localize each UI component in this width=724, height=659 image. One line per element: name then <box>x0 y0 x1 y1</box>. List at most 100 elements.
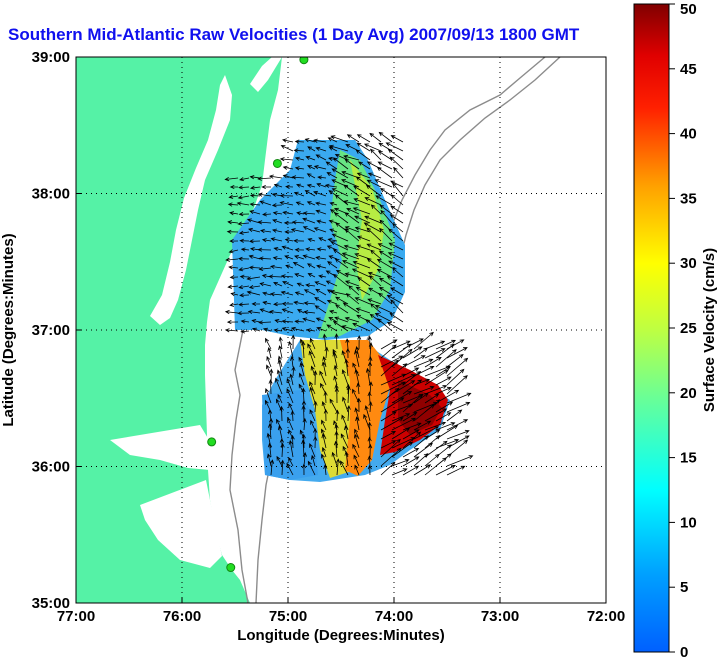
velocity-arrow <box>391 427 411 440</box>
velocity-arrow <box>378 131 393 143</box>
velocity-arrow <box>258 256 272 261</box>
velocity-arrow <box>238 284 250 290</box>
velocity-arrow <box>355 149 371 161</box>
velocity-arrow <box>340 460 349 476</box>
velocity-arrow <box>318 274 327 279</box>
velocity-arrow <box>249 175 261 180</box>
velocity-arrow <box>240 329 250 334</box>
velocity-arrow <box>355 345 360 359</box>
velocity-arrow <box>239 293 250 298</box>
velocity-arrow <box>315 288 327 296</box>
colorbar-tick-label: 15 <box>680 450 697 467</box>
velocity-arrow <box>323 408 328 422</box>
velocity-arrow <box>247 309 261 315</box>
velocity-arrow <box>346 404 351 422</box>
velocity-arrow <box>319 370 327 386</box>
velocity-arrow <box>402 379 423 395</box>
velocity-arrow <box>283 220 294 226</box>
velocity-arrow <box>378 286 393 296</box>
velocity-arrow <box>282 210 294 215</box>
velocity-arrow <box>324 346 329 359</box>
velocity-arrow <box>281 245 294 251</box>
velocity-arrow <box>246 218 261 224</box>
velocity-arrow <box>332 157 349 170</box>
velocity-arrow <box>288 439 294 458</box>
velocity-arrow <box>279 437 284 449</box>
velocity-arrow <box>272 219 283 224</box>
station-marker <box>207 437 217 447</box>
velocity-arrow <box>380 461 396 476</box>
velocity-arrow <box>302 254 316 260</box>
velocity-arrow <box>331 188 349 197</box>
velocity-arrow <box>314 305 327 314</box>
velocity-arrow <box>258 266 272 271</box>
velocity-arrow <box>329 228 338 233</box>
velocity-arrow <box>387 148 404 161</box>
velocity-arrow <box>302 211 316 216</box>
velocity-arrow <box>334 430 339 449</box>
velocity-arrow <box>224 176 239 182</box>
velocity-arrow <box>268 378 273 395</box>
velocity-arrow <box>413 404 435 422</box>
velocity-arrow <box>435 422 456 431</box>
velocity-arrow <box>413 358 434 368</box>
velocity-arrow <box>279 201 294 206</box>
velocity-arrow <box>309 381 316 395</box>
velocity-arrow <box>364 197 382 206</box>
velocity-arrow <box>424 340 446 350</box>
velocity-arrow <box>284 255 294 260</box>
y-axis: 39:00 38:00 37:00 36:00 35:00 <box>32 49 82 612</box>
velocity-arrow <box>344 212 360 224</box>
velocity-arrow <box>435 386 452 395</box>
velocity-arrow <box>366 227 382 242</box>
velocity-arrow <box>301 439 306 458</box>
y-tick-label: 35:00 <box>32 595 70 612</box>
velocity-arrow <box>326 172 338 179</box>
velocity-arrow <box>367 298 382 305</box>
velocity-arrow <box>344 228 360 242</box>
velocity-arrow <box>262 291 272 296</box>
velocity-arrow <box>294 247 305 252</box>
velocity-arrow <box>272 211 283 216</box>
velocity-arrow <box>335 296 349 305</box>
velocity-field <box>232 140 450 482</box>
velocity-arrow <box>301 404 306 422</box>
velocity-arrow <box>390 194 404 206</box>
velocity-arrow <box>424 348 446 359</box>
velocity-arrow <box>368 443 373 458</box>
velocity-arrow <box>380 355 404 368</box>
velocity-arrow <box>354 428 360 440</box>
velocity-arrow <box>386 294 404 305</box>
velocity-arrow <box>378 250 393 260</box>
velocity-arrow <box>353 185 371 197</box>
velocity-arrow <box>267 422 273 440</box>
velocity-arrow <box>341 252 360 260</box>
colorbar-tick-label: 0 <box>680 644 688 659</box>
velocity-arrow <box>389 156 404 170</box>
velocity-arrow <box>313 165 327 170</box>
velocity-arrow <box>259 228 272 234</box>
velocity-arrow <box>229 302 239 307</box>
velocity-arrow <box>367 361 373 376</box>
velocity-arrow <box>271 203 283 208</box>
velocity-arrow <box>331 233 349 242</box>
velocity-arrow <box>307 165 316 170</box>
velocity-arrow <box>332 351 338 368</box>
velocity-arrow <box>354 407 360 422</box>
velocity-arrow <box>370 249 382 260</box>
velocity-arrow <box>320 453 327 467</box>
velocity-arrow <box>240 319 250 324</box>
velocity-arrow <box>345 293 360 305</box>
velocity-arrow <box>316 247 327 252</box>
velocity-arrow <box>402 346 423 359</box>
velocity-arrow <box>424 435 441 449</box>
velocity-arrow <box>424 369 449 386</box>
velocity-arrow <box>249 193 261 198</box>
velocity-arrow <box>367 335 372 350</box>
velocity-arrow <box>228 194 239 199</box>
velocity-arrow <box>276 369 283 386</box>
velocity-arrow <box>329 289 349 296</box>
velocity-arrow <box>227 220 239 225</box>
velocity-arrow <box>356 235 371 242</box>
